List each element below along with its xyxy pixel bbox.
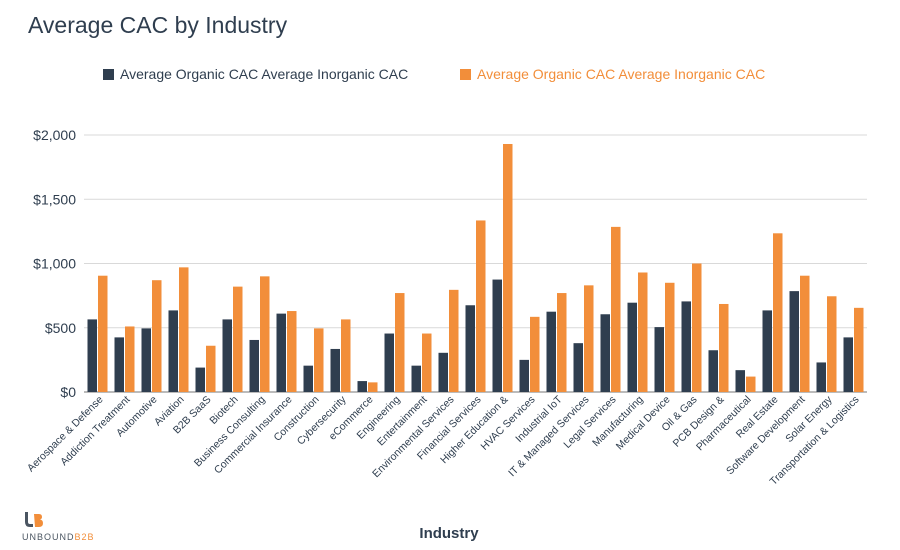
- y-tick-label: $1,000: [33, 256, 76, 272]
- bar-organic: [222, 319, 232, 392]
- bar-inorganic: [395, 293, 405, 392]
- bar-inorganic: [557, 293, 567, 392]
- brand-logo: UNBOUNDB2B: [22, 510, 95, 542]
- bar-organic: [492, 279, 502, 392]
- bar-organic: [276, 313, 286, 392]
- chart-title: Average CAC by Industry: [28, 12, 288, 38]
- bar-inorganic: [179, 267, 189, 392]
- bar-inorganic: [449, 289, 459, 392]
- bar-organic: [465, 305, 475, 392]
- bar-inorganic: [800, 275, 810, 392]
- bar-inorganic: [530, 316, 540, 392]
- bar-inorganic: [719, 303, 729, 392]
- x-axis-title: Industry: [419, 525, 479, 542]
- bar-inorganic: [584, 285, 594, 392]
- bar-inorganic: [233, 286, 243, 392]
- y-tick-label: $1,500: [33, 191, 76, 207]
- bar-inorganic: [260, 276, 270, 392]
- bar-organic: [384, 333, 394, 392]
- bar-inorganic: [422, 333, 432, 392]
- bar-organic: [357, 381, 367, 392]
- bar-inorganic: [476, 220, 486, 392]
- legend-swatch-inorganic: [460, 68, 471, 80]
- bar-inorganic: [503, 143, 513, 392]
- bar-organic: [87, 319, 97, 392]
- legend-label-organic: Average Organic CAC Average Inorganic CA…: [120, 66, 409, 82]
- bar-organic: [735, 370, 745, 392]
- bar-organic: [168, 310, 178, 392]
- bar-organic: [249, 339, 259, 392]
- legend-label-inorganic: Average Organic CAC Average Inorganic CA…: [477, 66, 766, 82]
- bar-inorganic: [368, 382, 378, 392]
- legend-item-inorganic: Average Organic CAC Average Inorganic CA…: [460, 66, 765, 82]
- bar-organic: [681, 301, 691, 392]
- bar-inorganic: [152, 280, 162, 392]
- bar-organic: [303, 365, 313, 392]
- bar-inorganic: [98, 275, 108, 392]
- brand-logo-icon: [25, 512, 43, 527]
- bar-organic: [195, 367, 205, 392]
- y-tick-label: $500: [45, 320, 76, 336]
- bar-inorganic: [692, 263, 702, 392]
- bar-inorganic: [314, 328, 324, 392]
- bar-inorganic: [125, 326, 135, 392]
- y-tick-label: $0: [60, 384, 76, 400]
- bar-organic: [600, 314, 610, 392]
- bar-inorganic: [638, 272, 648, 392]
- bar-inorganic: [287, 311, 297, 392]
- bar-organic: [411, 365, 421, 392]
- bar-organic: [114, 337, 124, 392]
- bar-organic: [843, 337, 853, 392]
- bar-inorganic: [341, 319, 351, 392]
- bar-inorganic: [854, 307, 864, 392]
- bar-inorganic: [827, 296, 837, 392]
- bar-organic: [573, 343, 583, 392]
- bar-inorganic: [206, 345, 216, 392]
- bar-organic: [654, 327, 664, 392]
- bar-organic: [627, 302, 637, 392]
- bar-organic: [519, 359, 529, 392]
- y-tick-label: $2,000: [33, 127, 76, 143]
- bar-organic: [330, 348, 340, 392]
- bar-organic: [816, 362, 826, 392]
- legend-swatch-organic: [103, 68, 114, 80]
- brand-logo-text: UNBOUNDB2B: [22, 532, 95, 542]
- bar-organic: [546, 311, 556, 392]
- bar-inorganic: [665, 282, 675, 392]
- bar-inorganic: [773, 233, 783, 392]
- bar-organic: [141, 328, 151, 392]
- bar-organic: [762, 310, 772, 392]
- bar-inorganic: [746, 376, 756, 392]
- bar-organic: [789, 291, 799, 392]
- bar-inorganic: [611, 226, 621, 392]
- bar-organic: [438, 352, 448, 392]
- bar-organic: [708, 350, 718, 392]
- legend-item-organic: Average Organic CAC Average Inorganic CA…: [103, 66, 408, 82]
